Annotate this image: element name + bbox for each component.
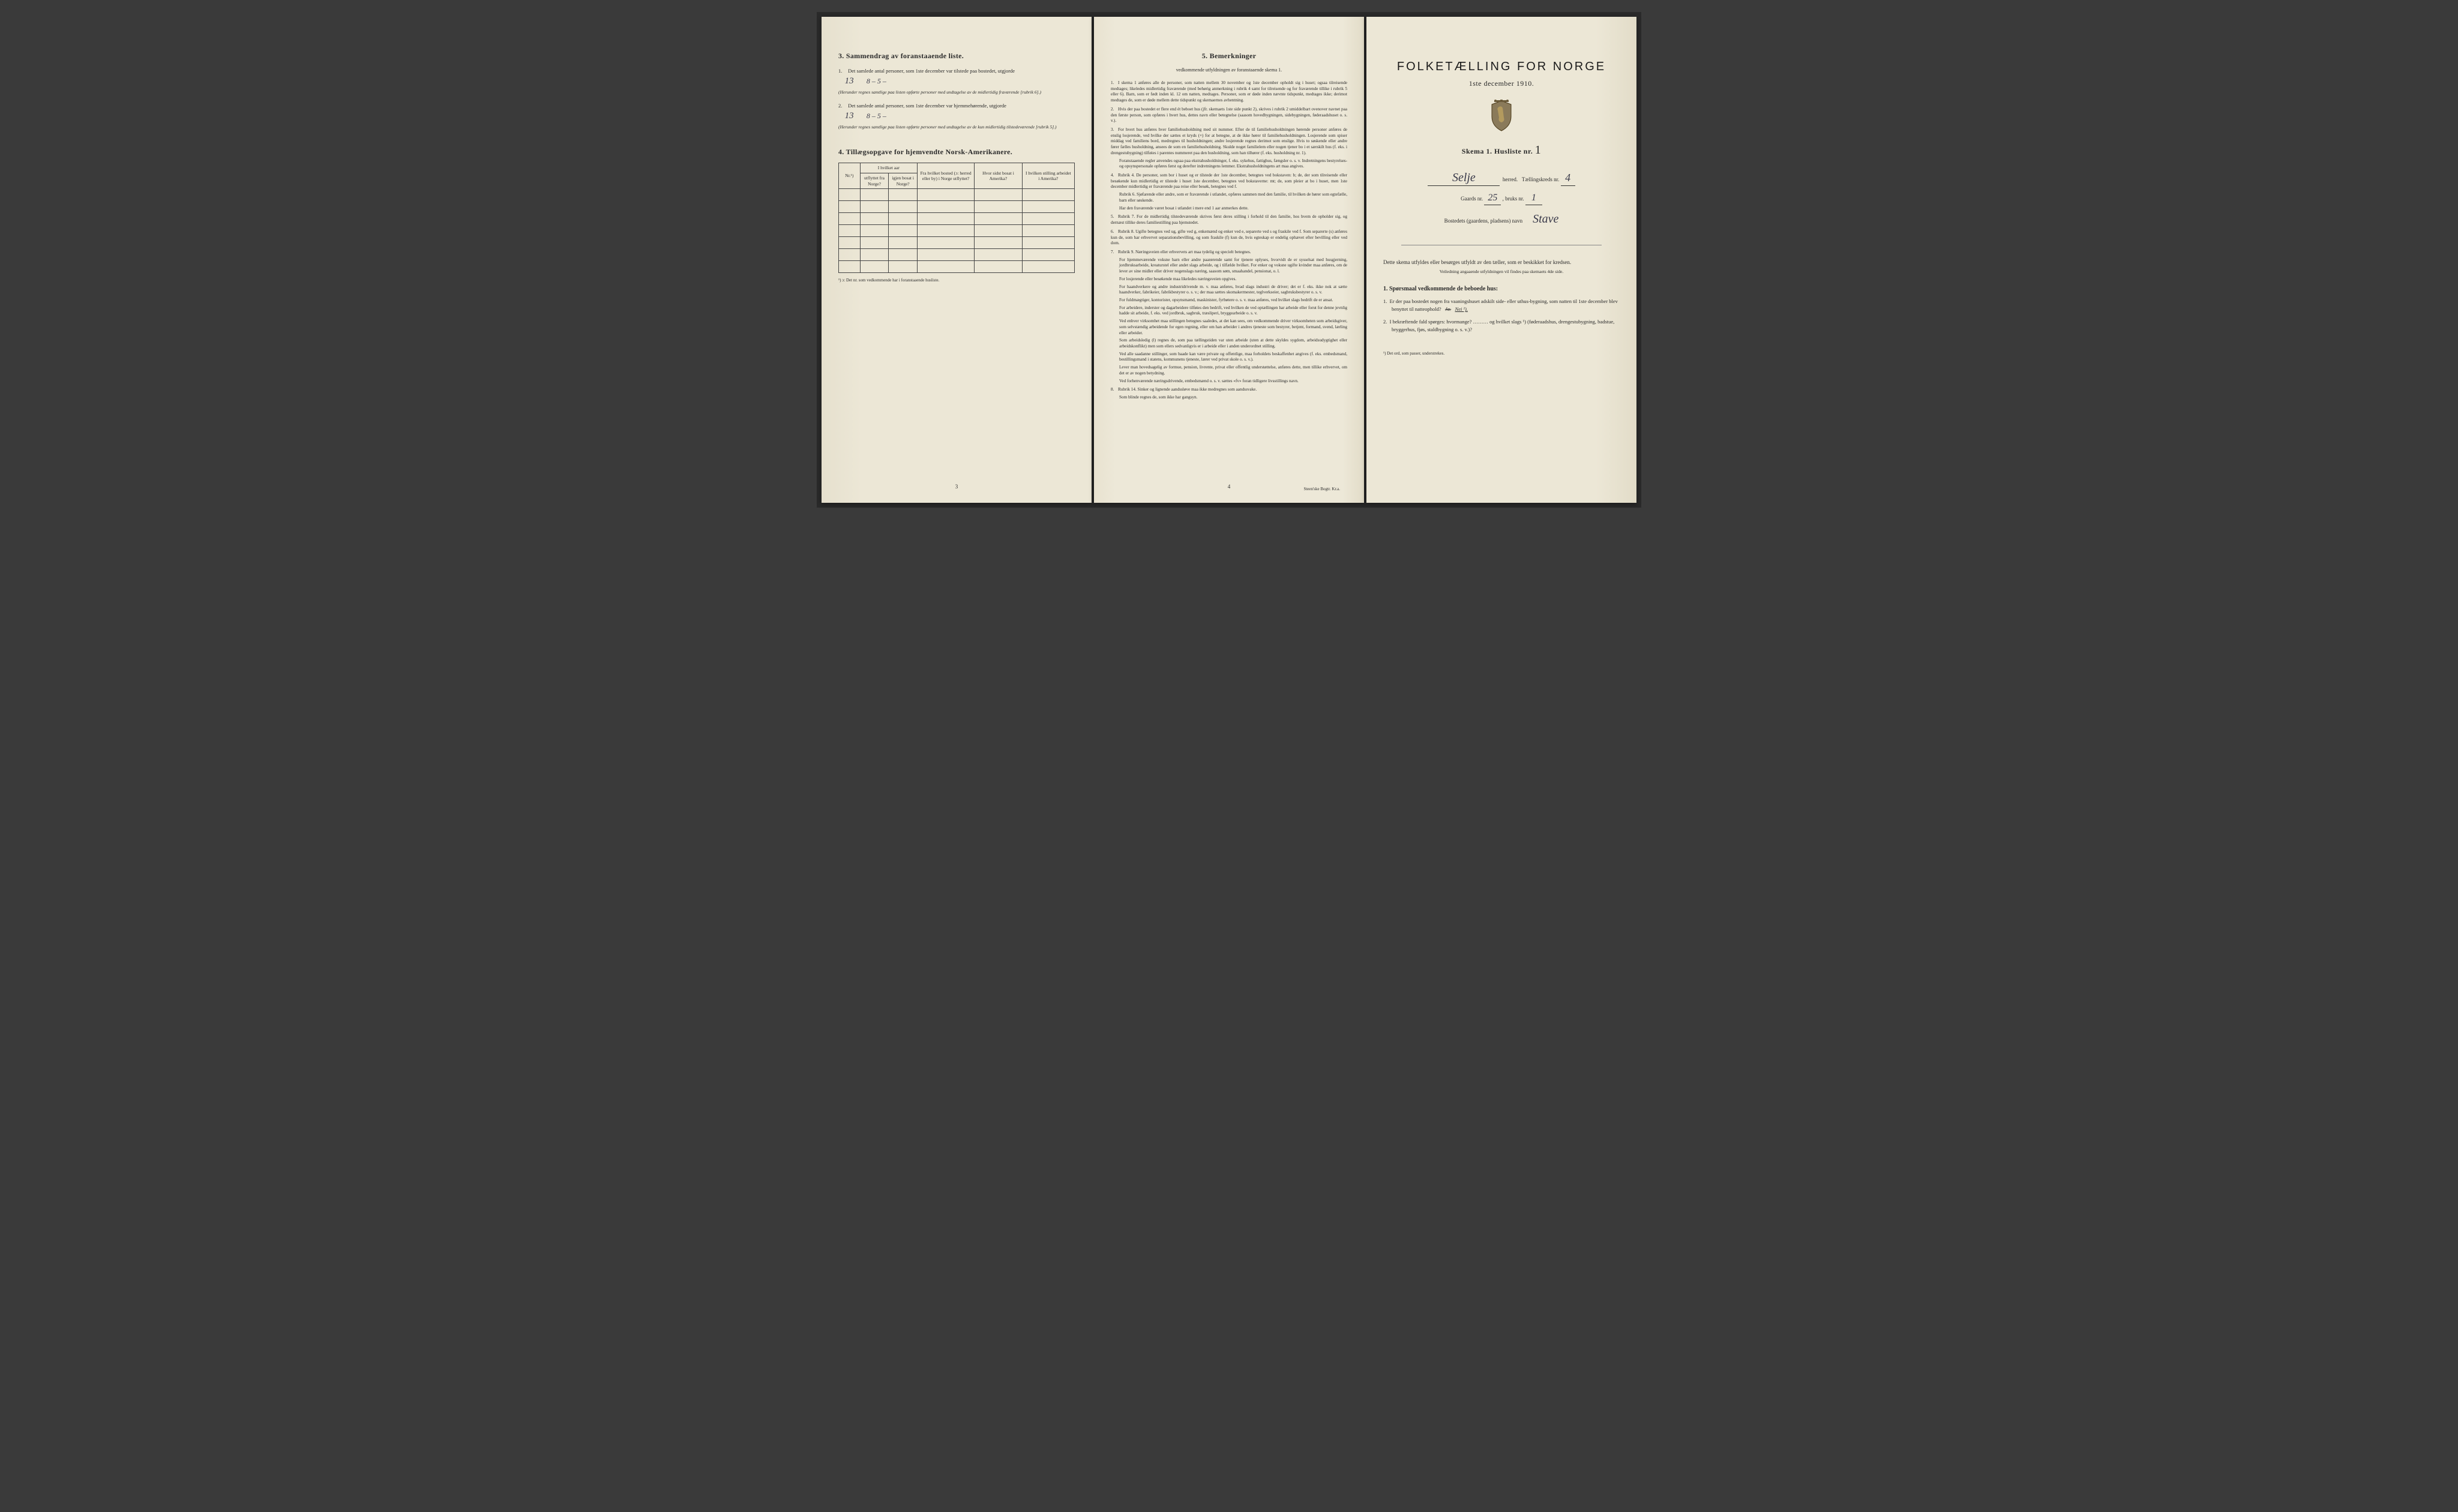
remark-7-sub-3: For fuldmægtiger, kontorister, opsynsmæn… bbox=[1119, 298, 1347, 304]
item-1-value: 13 bbox=[845, 76, 854, 86]
document-spread: 3. Sammendrag av foranstaaende liste. 1.… bbox=[817, 12, 1641, 508]
remark-8: 8.Rubrik 14. Sinker og lignende aandsslø… bbox=[1111, 387, 1347, 400]
remark-7-sub-1: For losjerende eller besøkende maa likel… bbox=[1119, 277, 1347, 283]
gaards-label: Gaards nr. bbox=[1461, 196, 1483, 202]
remarks-title: 5. Bemerkninger bbox=[1111, 52, 1347, 61]
remarks-subtitle: vedkommende utfyldningen av foranstaaend… bbox=[1111, 67, 1347, 73]
bruks-label: bruks nr. bbox=[1505, 196, 1524, 202]
item-2-value: 13 bbox=[845, 111, 854, 121]
th-returned: igjen bosat i Norge? bbox=[889, 173, 918, 189]
herred-label: herred. bbox=[1503, 176, 1518, 182]
remark-6: 6.Rubrik 8. Ugifte betegnes ved ug, gift… bbox=[1111, 229, 1347, 247]
printer-imprint: Steen'ske Bogtr. Kr.a. bbox=[1303, 487, 1340, 492]
item-1-text: Det samlede antal personer, som 1ste dec… bbox=[848, 68, 1015, 74]
table-row bbox=[839, 225, 1075, 237]
filling-instruction-sub: Veiledning angaaende utfyldningen vil fi… bbox=[1383, 269, 1620, 275]
bruks-value: 1 bbox=[1525, 192, 1542, 205]
question-1: 1. Er der paa bostedet nogen fra vaaning… bbox=[1392, 298, 1620, 313]
item-number: 1. bbox=[838, 67, 847, 75]
remark-7-sub-0: For hjemmeværende voksne barn eller andr… bbox=[1119, 257, 1347, 275]
item-2-note: 8 – 5 – bbox=[867, 112, 886, 120]
page-1-title: FOLKETÆLLING FOR NORGE 1ste december 191… bbox=[1366, 17, 1636, 503]
bosted-value: Stave bbox=[1528, 212, 1558, 226]
herred-line: Selje herred. Tællingskreds nr. 4 bbox=[1383, 170, 1620, 186]
section-4-title: 4. Tillægsopgave for hjemvendte Norsk-Am… bbox=[838, 148, 1075, 157]
kreds-value: 4 bbox=[1561, 171, 1575, 185]
skema-line: Skema 1. Husliste nr. 1 bbox=[1383, 142, 1620, 158]
remark-1: 1.I skema 1 anføres alle de personer, so… bbox=[1111, 80, 1347, 104]
item-2-text: Det samlede antal personer, som 1ste dec… bbox=[848, 103, 1006, 109]
answer-nei: Nei ¹). bbox=[1455, 306, 1468, 312]
item-2-paren: (Herunder regnes samtlige paa listen opf… bbox=[838, 124, 1057, 130]
bosted-label: Bostedets (gaardens, pladsens) navn bbox=[1444, 218, 1522, 224]
remark-3-extra: Foranstaaende regler anvendes ogsaa paa … bbox=[1119, 158, 1347, 170]
page-4: 5. Bemerkninger vedkommende utfyldningen… bbox=[1094, 17, 1364, 503]
remark-7-sub-7: Ved alle saadanne stillinger, som baade … bbox=[1119, 352, 1347, 363]
th-where: Hvor sidst bosat i Amerika? bbox=[975, 163, 1022, 189]
remark-2: 2.Hvis der paa bostedet er flere end ét … bbox=[1111, 107, 1347, 124]
remark-5: 5.Rubrik 7. For de midlertidig tilstedev… bbox=[1111, 214, 1347, 226]
summary-item-2: 2. Det samlede antal personer, som 1ste … bbox=[838, 102, 1075, 131]
page-number-3: 3 bbox=[955, 484, 958, 491]
remark-7: 7.Rubrik 9. Næringsveien eller erhvervet… bbox=[1111, 250, 1347, 384]
remark-7-sub-8: Lever man hovedsagelig av formue, pensio… bbox=[1119, 365, 1347, 376]
section-3-title: 3. Sammendrag av foranstaaende liste. bbox=[838, 52, 1075, 61]
kreds-label: Tællingskreds nr. bbox=[1522, 176, 1560, 182]
table-row bbox=[839, 201, 1075, 213]
page-3: 3. Sammendrag av foranstaaende liste. 1.… bbox=[822, 17, 1092, 503]
summary-item-1: 1. Det samlede antal personer, som 1ste … bbox=[838, 67, 1075, 96]
footnote-1: ¹) Det ord, som passer, understrekes. bbox=[1383, 351, 1620, 356]
remark-7-sub-2: For haandverkere og andre industridriven… bbox=[1119, 284, 1347, 296]
herred-value: Selje bbox=[1428, 170, 1500, 186]
item-1-note: 8 – 5 – bbox=[867, 77, 886, 85]
remark-4: 4.Rubrik 4. De personer, som bor i huset… bbox=[1111, 173, 1347, 211]
th-from: Fra hvilket bosted (ɔ: herred eller by) … bbox=[917, 163, 974, 189]
bosted-line: Bostedets (gaardens, pladsens) navn Stav… bbox=[1383, 211, 1620, 227]
gaards-line: Gaards nr. 25 , bruks nr. 1 bbox=[1383, 192, 1620, 205]
census-main-title: FOLKETÆLLING FOR NORGE bbox=[1383, 59, 1620, 74]
emigrant-table: Nr.¹) I hvilket aar Fra hvilket bosted (… bbox=[838, 163, 1075, 273]
gaards-value: 25 bbox=[1484, 192, 1501, 205]
remark-8-extra: Som blinde regnes de, som ikke har gangs… bbox=[1119, 395, 1347, 401]
answer-ja: Ja. bbox=[1445, 306, 1451, 312]
husliste-nr: 1 bbox=[1535, 143, 1542, 157]
page-number-4: 4 bbox=[1228, 484, 1231, 491]
coat-of-arms-icon bbox=[1383, 100, 1620, 134]
th-year-group: I hvilket aar bbox=[860, 163, 917, 173]
table-row bbox=[839, 237, 1075, 249]
item-1-paren: (Herunder regnes samtlige paa listen opf… bbox=[838, 89, 1041, 95]
question-2: 2. I bekræftende fald spørges: hvormange… bbox=[1392, 318, 1620, 334]
remark-4-extra2: Har den fraværende været bosat i utlande… bbox=[1119, 206, 1347, 212]
question-section-title: 1. Spørsmaal vedkommende de beboede hus: bbox=[1383, 285, 1620, 293]
census-date: 1ste december 1910. bbox=[1383, 79, 1620, 89]
table-row bbox=[839, 261, 1075, 273]
item-number: 2. bbox=[838, 102, 847, 110]
remark-7-sub-4: For arbeidere, inderster og dagarbeidere… bbox=[1119, 305, 1347, 317]
remark-7-sub-5: Ved enhver virksomhet maa stillingen bet… bbox=[1119, 319, 1347, 336]
th-occupation: I hvilken stilling arbeidet i Amerika? bbox=[1022, 163, 1074, 189]
table-row bbox=[839, 189, 1075, 201]
th-emigrated: utflyttet fra Norge? bbox=[860, 173, 889, 189]
table-row bbox=[839, 249, 1075, 261]
table-row bbox=[839, 213, 1075, 225]
filling-instruction: Dette skema utfyldes eller besørges utfy… bbox=[1383, 259, 1620, 266]
skema-label: Skema 1. Husliste nr. bbox=[1462, 147, 1533, 155]
th-nr: Nr.¹) bbox=[839, 163, 861, 189]
remark-7-sub-6: Som arbeidsledig (l) regnes de, som paa … bbox=[1119, 338, 1347, 349]
remark-4-extra1: Rubrik 6. Sjøfarende eller andre, som er… bbox=[1119, 192, 1347, 203]
remark-7-sub-9: Ved forhenværende næringsdrivende, embed… bbox=[1119, 379, 1347, 385]
table-footnote: ¹) ɔ: Det nr. som vedkommende har i fora… bbox=[838, 278, 1075, 283]
remark-3: 3.For hvert hus anføres hver familiehush… bbox=[1111, 127, 1347, 170]
